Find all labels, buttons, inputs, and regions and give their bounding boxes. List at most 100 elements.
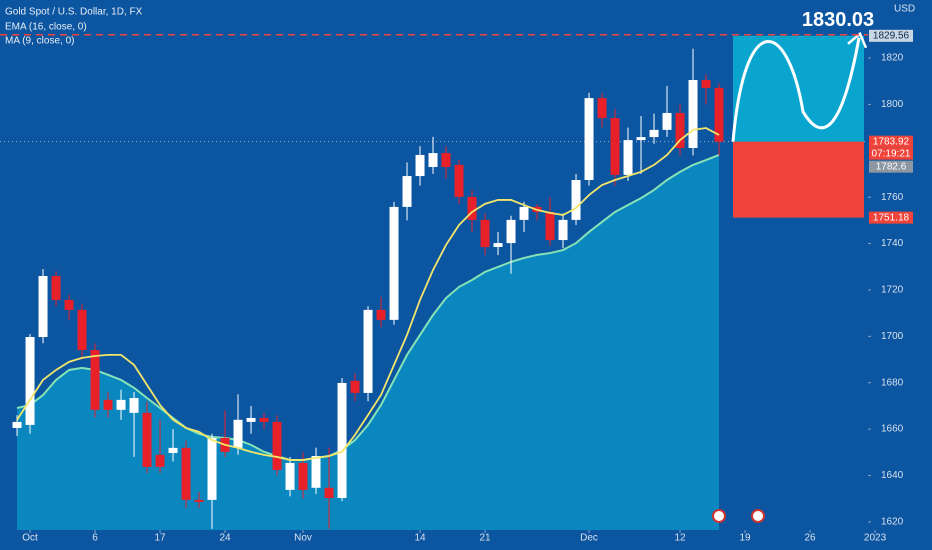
- candle-body: [714, 87, 724, 142]
- candle-body: [428, 153, 438, 168]
- x-tick-label: 6: [92, 533, 98, 544]
- ma-line: [16, 127, 720, 461]
- candle-body: [402, 176, 412, 207]
- x-tick-label: 14: [414, 533, 426, 544]
- y-tick-label: 1800: [881, 99, 904, 110]
- y-tick-label: 1820: [881, 53, 904, 64]
- candle-body: [363, 309, 373, 393]
- y-tick-label: 1740: [881, 238, 904, 249]
- y-tick-label: 1640: [881, 470, 904, 481]
- candle-body: [207, 437, 217, 500]
- y-tick-label: 1760: [881, 192, 904, 203]
- candle-body: [103, 399, 113, 410]
- candle-body: [389, 206, 399, 320]
- candle-body: [584, 98, 594, 180]
- candle-body: [441, 153, 451, 168]
- candle-body: [311, 456, 321, 488]
- target-price-box: [869, 29, 913, 42]
- event-icon: [712, 509, 726, 523]
- x-tick-label: 26: [804, 533, 816, 544]
- candle-body: [51, 276, 61, 300]
- target-price: 1829.56: [873, 30, 910, 41]
- candle-body: [610, 118, 620, 175]
- event-icon: [751, 509, 765, 523]
- x-tick-label: 12: [674, 533, 686, 544]
- entry-price: 1783.92: [873, 136, 910, 147]
- candle-body: [350, 380, 360, 393]
- candle-body: [77, 309, 87, 351]
- plot-area: [0, 48, 868, 530]
- candle-body: [298, 462, 308, 490]
- candle-body: [12, 421, 22, 428]
- candle-body: [64, 299, 74, 310]
- candle-body: [155, 454, 165, 467]
- y-tick-label: 1720: [881, 285, 904, 296]
- currency-label: USD: [894, 4, 915, 15]
- candle-body: [597, 98, 607, 119]
- countdown: 07:19:21: [872, 148, 911, 159]
- countdown-box: [869, 147, 913, 160]
- entry-price-box: [869, 135, 913, 148]
- projection-curve: [731, 37, 861, 142]
- candle-body: [324, 487, 334, 498]
- x-tick-label: 19: [739, 533, 751, 544]
- candle-body: [649, 129, 659, 138]
- candle-body: [688, 80, 698, 148]
- candle-body: [246, 417, 256, 422]
- candle-body: [337, 382, 347, 498]
- candle-body: [545, 212, 555, 241]
- candle-body: [675, 112, 685, 148]
- x-tick-label: 24: [219, 533, 231, 544]
- candle-body: [181, 447, 191, 500]
- x-tick-label: 2023: [864, 533, 887, 544]
- stop-price-box: [869, 211, 913, 224]
- candle-body: [168, 447, 178, 453]
- candle-body: [467, 196, 477, 220]
- chart-title: Gold Spot / U.S. Dollar, 1D, FX: [5, 7, 143, 18]
- candle-body: [636, 137, 646, 141]
- candle-body: [142, 412, 152, 467]
- stop-price: 1751.18: [873, 212, 910, 223]
- candle-body: [272, 421, 282, 470]
- candle-body: [701, 80, 711, 88]
- projection-arrow: [847, 31, 868, 49]
- y-tick-label: 1620: [881, 517, 904, 528]
- prev-close: 1782.6: [876, 161, 907, 172]
- candle-body: [90, 350, 100, 410]
- candle-body: [571, 179, 581, 220]
- legend-ma: MA (9, close, 0): [5, 36, 74, 47]
- candle-body: [623, 140, 633, 175]
- candle-body: [415, 154, 425, 177]
- candle-body: [259, 417, 269, 422]
- x-tick-label: Dec: [580, 533, 598, 544]
- candle-body: [25, 337, 35, 425]
- candle-body: [506, 219, 516, 244]
- legend-ema: EMA (16, close, 0): [5, 22, 87, 33]
- candle-body: [38, 276, 48, 338]
- level-label: 1830.03: [802, 9, 874, 31]
- y-tick-label: 1680: [881, 377, 904, 388]
- candle-body: [116, 399, 126, 410]
- candle-body: [480, 219, 490, 248]
- x-tick-label: 17: [154, 533, 166, 544]
- x-tick-label: Nov: [294, 533, 312, 544]
- candle-body: [285, 462, 295, 490]
- candle-body: [454, 164, 464, 197]
- stop-zone: [733, 141, 864, 218]
- candle-body: [194, 499, 204, 502]
- y-tick-label: 1700: [881, 331, 904, 342]
- candle-body: [376, 309, 386, 320]
- candle-body: [558, 219, 568, 241]
- x-tick-label: 21: [479, 533, 491, 544]
- candle-body: [662, 112, 672, 130]
- ema-area: [17, 154, 720, 530]
- x-tick-label: Oct: [22, 533, 38, 544]
- candle-body: [519, 206, 529, 220]
- y-tick-label: 1660: [881, 424, 904, 435]
- candle-body: [129, 398, 139, 413]
- candle-body: [493, 243, 503, 248]
- ema-line: [16, 154, 720, 461]
- candle-body: [233, 419, 243, 448]
- prev-close-box: [869, 160, 913, 173]
